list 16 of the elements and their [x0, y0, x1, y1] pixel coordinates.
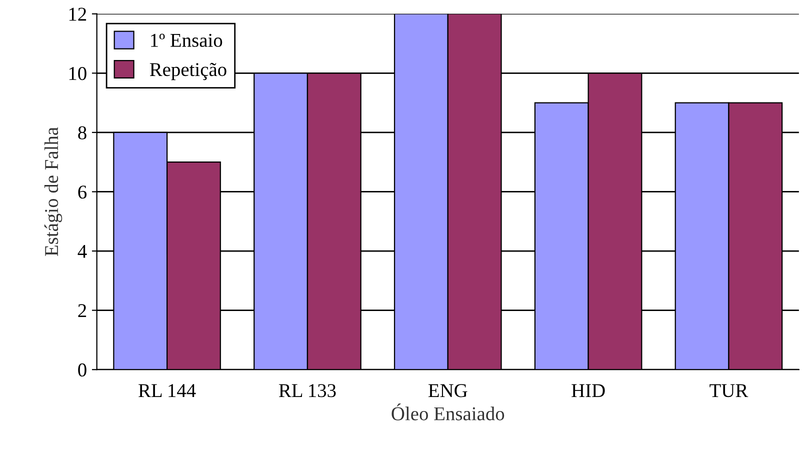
y-tick-label: 2 — [78, 304, 86, 318]
x-axis-title: Óleo Ensaiado — [392, 404, 504, 420]
x-tick-label: TUR — [710, 384, 748, 398]
y-tick-label: 8 — [78, 126, 86, 140]
y-tick-label: 4 — [78, 244, 87, 258]
y-axis-title: Estágio de Falha — [44, 127, 62, 256]
x-tick-label: ENG — [428, 384, 468, 398]
y-tick-label: 12 — [69, 8, 86, 21]
legend-label: 1º Ensaio — [151, 34, 222, 47]
y-tick-label: 0 — [78, 363, 86, 377]
x-tick-label: RL 133 — [278, 384, 336, 398]
x-tick-label: HID — [572, 384, 605, 398]
x-tick-label: RL 144 — [138, 384, 196, 397]
legend-label: Repetição — [150, 62, 226, 80]
y-tick-label: 6 — [78, 186, 87, 199]
y-tick-label: 10 — [69, 66, 86, 80]
